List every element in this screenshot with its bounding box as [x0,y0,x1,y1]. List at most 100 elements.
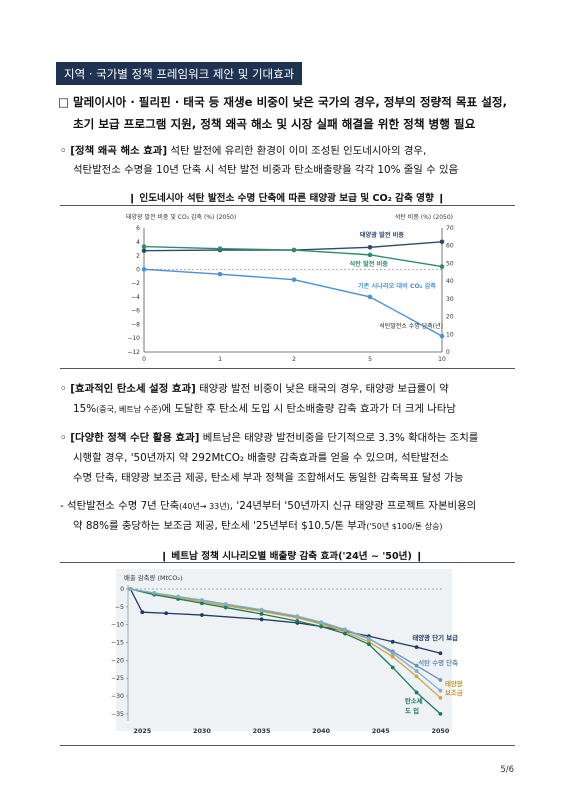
chart2-y-tick: −20 [111,657,124,664]
chart2-point [164,611,169,616]
sub-bullet-text-1: - 석탄발전소 수명 7년 단축 [60,500,180,512]
chart2-point [295,614,300,619]
chart2-point [414,663,419,668]
heading-line-2: 초기 보급 프로그램 지원, 정책 왜곡 해소 및 시장 실패 해결을 위한 정… [73,117,476,131]
chart1-point [439,239,445,245]
chart1-left-tick: −2 [131,280,140,287]
chart1-point [141,244,147,249]
chart1-left-tick: 4 [136,239,140,246]
chart1-label-coal: 석탄 발전 비중 [350,260,389,268]
carbon-tax-percent: 15% [73,403,97,415]
chart2-y-tick: −10 [111,622,124,629]
chart2-y-tick: −5 [115,604,124,611]
chart1-right-tick: 30 [446,296,454,303]
chart2-point [414,674,419,679]
carbon-tax-label: ◦ [효과적인 탄소세 설정 효과] [60,383,196,395]
chart2-point [176,594,180,599]
chart1-x-tick: 5 [368,356,372,363]
sub-bullet-text-2: , '24년부터 '50년까지 신규 태양광 프로젝트 자본비용의 [229,500,477,512]
chart2-x-tick: 2030 [193,727,211,735]
chart2-point [140,610,145,615]
chart2-point [319,620,324,625]
chart2-y-tick: −15 [111,640,124,647]
chart2-series-line [129,588,441,654]
chart1-point [217,246,223,251]
chart1-point [439,333,445,339]
chart1-bottom-rule [60,368,515,369]
policy-distortion-text-2: 석탄발전소 수명을 10년 단축 시 석탄 발전 비중과 탄소배출량을 각각 1… [73,164,459,176]
chart2-y-axis-title: 배출 감축량 (MtCO₂) [124,573,183,582]
chart1-left-tick: 2 [136,253,140,260]
chart2-point [200,598,204,602]
policy-distortion-label: ◦ [정책 왜곡 해소 효과] [60,145,168,157]
chart1-left-tick: −8 [131,321,140,328]
chart2-point [343,631,347,636]
chart1-left-tick: −10 [127,335,140,342]
chart2-background [116,569,452,731]
chart2-point [366,642,371,647]
chart1-right-tick: 60 [446,243,454,250]
chart2-point [152,591,157,595]
chart2-point [414,669,419,673]
chart1-point [367,252,373,258]
chart2-point [438,695,443,700]
chart2-label-subsidy-a: 태양광 [445,679,463,688]
chart1-point [217,271,223,277]
chart1-point [367,244,373,250]
chart2-point [438,688,443,693]
chart2-point [438,711,443,716]
chart2-label-subsidy-b: 보조금 [445,689,463,697]
carbon-tax-text-3: 에 도달한 후 탄소세 도입 시 탄소배출량 감축 효과가 더 크게 나타남 [161,403,456,415]
chart2-point [390,665,395,670]
policy-mix-text-3: 수명 단축, 태양광 보조금 제공, 탄소세 부과 정책을 조합해서도 동일한 … [73,472,464,484]
policy-mix-text-2: 시행할 경우, '50년까지 약 292MtCO₂ 배출량 감축효과를 얻을 수… [73,452,449,464]
chart2-vietnam: 배출 감축량 (MtCO₂) 0 −5 −10 −15 −20 −25 −30 −35 2025… [111,569,463,735]
chart1-x-tick: 2 [292,356,296,363]
chart1-label-solar: 태양광 발전 비중 [360,231,404,239]
chart1-right-tick: 70 [446,225,454,232]
chart2-y-tick: −35 [111,711,124,718]
chart2-x-tick: 2050 [432,727,450,735]
chart1-label-co2: 기존 시나리오 대비 CO₂ 감축 [358,282,436,290]
chart1-point [367,294,373,300]
chart2-point [438,678,443,682]
chart1-left-tick: −4 [131,294,140,301]
chart2-label-coal-life: 석탄 수명 단축 [418,658,458,667]
chart2-point [343,627,347,632]
chart2-point [259,607,264,612]
chart2-point [128,587,133,591]
chart2-x-tick: 2035 [253,727,271,735]
chart2-point [438,651,443,656]
chart1-left-tick: 0 [136,266,140,273]
sub-bullet-note-2: ('50년 $100/톤 상승) [366,522,443,531]
carbon-tax-text-1: 태양광 발전 비중이 낮은 태국의 경우, 태양광 보급률이 약 [195,383,449,395]
chart2-point [390,654,395,659]
sub-bullet-line-1: - 석탄발전소 수명 7년 단축(40년→ 33년), '24년부터 '50년까… [60,498,476,515]
chart2-caption: ❙ 베트남 정책 시나리오별 배출량 감축 효과('24년 ~ '50년) ❙ [160,551,424,562]
chart2-point [259,617,264,622]
chart1-point [141,248,147,254]
chart2-point [223,605,228,610]
chart2-y-tick: −30 [111,693,124,700]
chart2-label-solar-short: 태양광 단기 보급 [412,633,458,642]
chart1-point [141,267,147,272]
carbon-tax-text-2: 15%(중국, 베트남 수준)에 도달한 후 탄소세 도입 시 탄소배출량 감축… [73,401,456,418]
section-title: 지역 · 국가별 정책 프레임워크 제안 및 기대효과 [56,62,303,85]
chart2-label-carbontax-b: 도 입 [405,706,419,715]
chart1-x-tick: 1 [218,356,222,363]
policy-mix-text-1: 베트남은 태양광 발전비중을 단기적으로 3.3% 확대하는 조치를 [199,432,479,444]
chart2-point [319,624,324,629]
chart1-x-tick: 0 [142,356,146,363]
chart2-x-tick: 2040 [312,727,330,735]
chart2-y-tick: −25 [111,675,124,682]
chart1-left-tick: −12 [127,349,140,356]
chart1-top-rule [60,205,515,206]
heading-line-1: □ 말레이시아 · 필리핀 · 태국 등 재생e 비중이 낮은 국가의 경우, … [58,95,507,109]
chart2-label-carbontax-a: 탄소세 [405,696,423,705]
policy-mix-label: ◦ [다양한 정책 수단 활용 효과] [60,432,200,444]
chart1-right-tick: 20 [446,314,454,321]
chart2-point [414,690,419,695]
chart2-point [259,612,264,616]
chart2-y-tick: 0 [120,586,124,593]
chart1-left-axis-title: 태양광 발전 비중 및 CO₂ 감축 (%) (2050) [126,213,236,221]
